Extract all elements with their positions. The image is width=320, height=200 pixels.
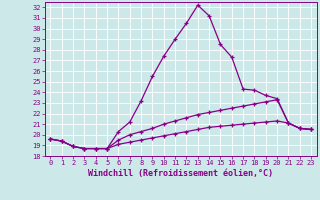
X-axis label: Windchill (Refroidissement éolien,°C): Windchill (Refroidissement éolien,°C) <box>88 169 273 178</box>
